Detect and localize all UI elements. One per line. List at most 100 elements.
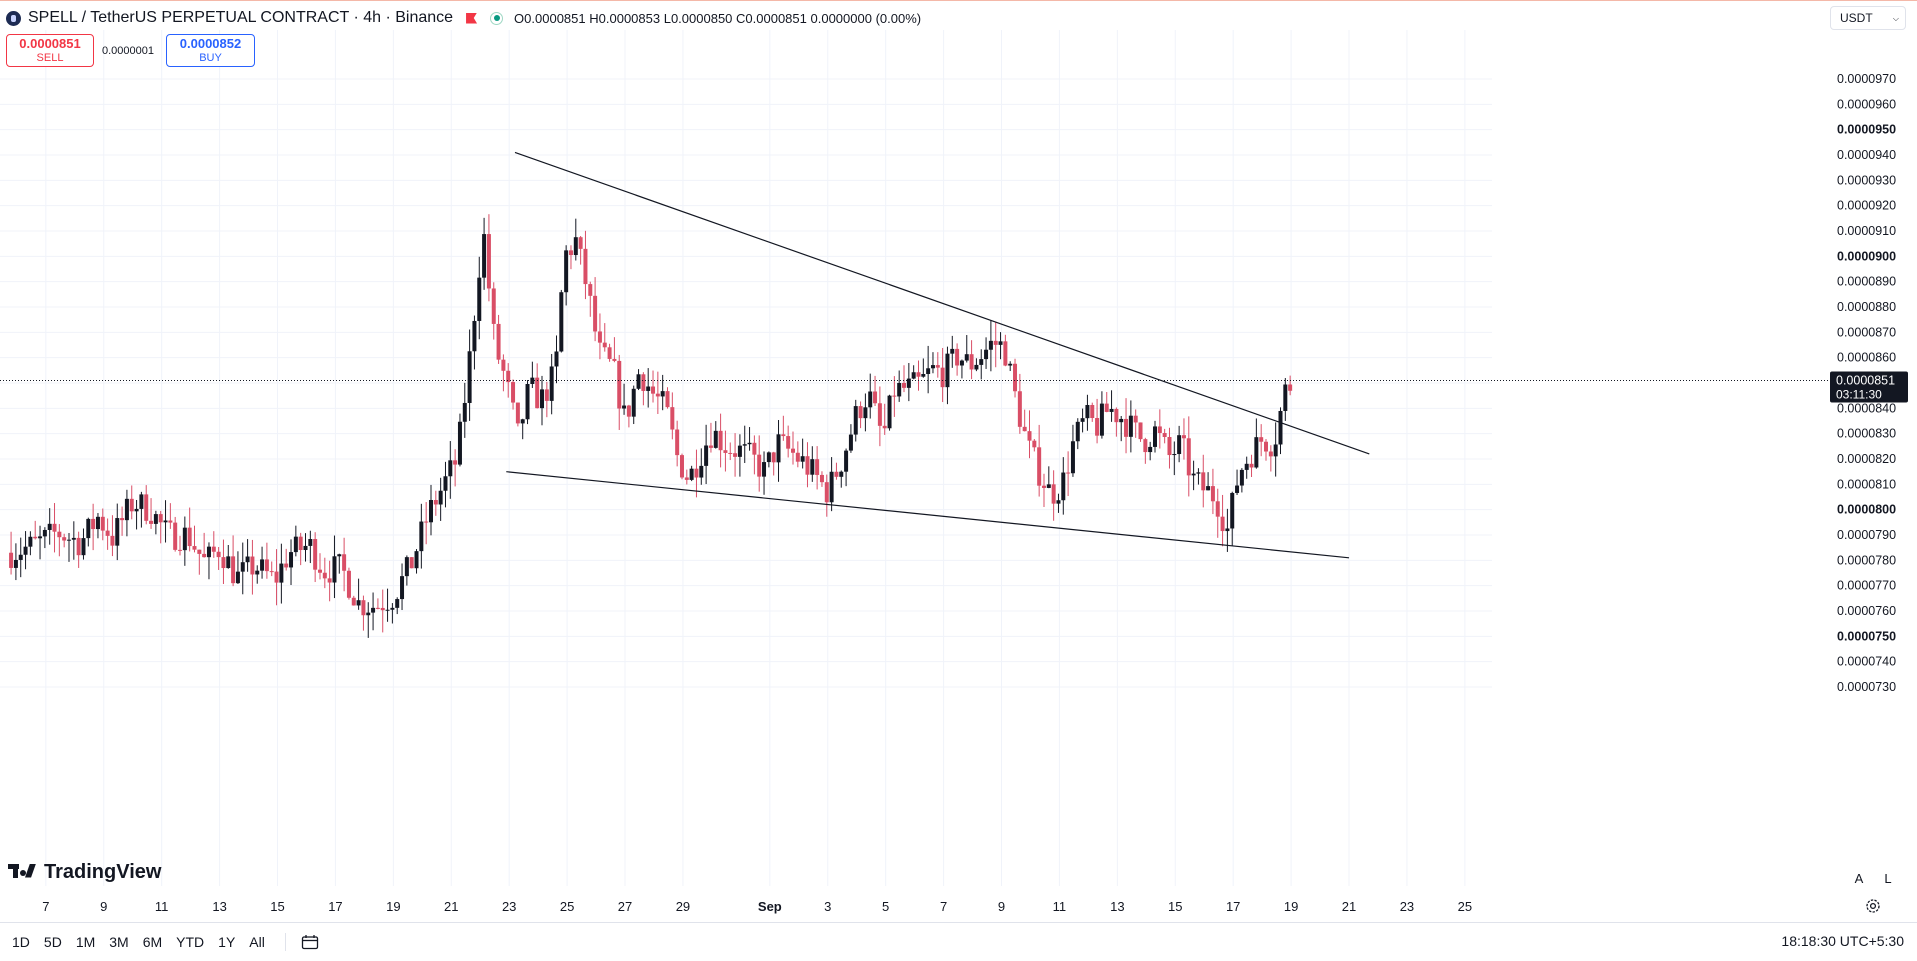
timezone-clock[interactable]: 18:18:30 UTC+5:30	[1781, 933, 1904, 949]
candle-body	[776, 434, 781, 463]
candle-body	[62, 537, 67, 541]
candle-body	[477, 277, 482, 321]
candle-body	[356, 600, 361, 606]
candle-body	[819, 474, 824, 483]
candle-body	[1167, 436, 1172, 456]
candle-body	[462, 402, 467, 422]
last-price-box	[1830, 371, 1908, 403]
price-tick-label: 0.0000730	[1837, 680, 1896, 694]
candle-body	[641, 374, 646, 391]
price-tick-label: 0.0000880	[1837, 300, 1896, 314]
candle-body	[1008, 363, 1013, 366]
chart-grid	[0, 30, 1492, 886]
range-button-ytd[interactable]: YTD	[176, 934, 205, 950]
price-tick-label: 0.0000840	[1837, 401, 1896, 415]
log-scale-button[interactable]: L	[1884, 870, 1892, 886]
candle-body	[728, 452, 733, 454]
settings-gear-icon[interactable]	[1863, 896, 1883, 916]
candle-body	[81, 538, 86, 556]
time-tick-label: 23	[502, 899, 516, 914]
candle-body	[1225, 528, 1230, 532]
flag-icon[interactable]	[466, 12, 478, 24]
candle-body	[984, 349, 989, 360]
price-tick-label: 0.0000960	[1837, 97, 1896, 111]
time-tick-label: 9	[998, 899, 1005, 914]
candle-body	[602, 342, 607, 348]
candle-body	[375, 607, 380, 609]
candle-body	[1027, 431, 1032, 441]
price-tick-label: 0.0000860	[1837, 351, 1896, 365]
sell-button[interactable]: 0.0000851 SELL	[6, 34, 94, 67]
tradingview-logo[interactable]: TradingView	[8, 861, 161, 884]
trendline-lower-support	[506, 471, 1350, 559]
candle-body	[289, 552, 294, 568]
change-value: 0.0000000 (0.00%)	[810, 10, 922, 26]
candle-body	[168, 520, 173, 523]
candle-body	[515, 402, 520, 424]
candle-body	[617, 360, 622, 409]
time-tick-label: 17	[1226, 899, 1240, 914]
candle-body	[197, 549, 202, 554]
candle-body	[1032, 440, 1037, 448]
range-button-3m[interactable]: 3M	[109, 934, 129, 950]
candle-body	[110, 535, 115, 546]
buy-button[interactable]: 0.0000852 BUY	[166, 34, 255, 67]
candle-body	[66, 539, 71, 541]
range-button-all[interactable]: All	[249, 934, 265, 950]
range-button-5d[interactable]: 5D	[43, 934, 62, 950]
price-tick-label: 0.0000870	[1837, 325, 1896, 339]
price-tick-label: 0.0000970	[1837, 72, 1896, 86]
candle-body	[834, 471, 839, 477]
candle-body	[766, 452, 771, 463]
candle-body	[1037, 447, 1042, 486]
top-border	[0, 0, 1917, 1]
candle-body	[1210, 486, 1215, 502]
trendlines	[506, 151, 1370, 559]
candle-body	[385, 609, 390, 611]
candle-body	[1273, 444, 1278, 457]
candle-body	[877, 403, 882, 426]
candle-body	[742, 444, 747, 446]
candle-body	[400, 576, 405, 600]
range-button-1y[interactable]: 1Y	[218, 934, 236, 950]
buy-label: BUY	[199, 51, 222, 64]
candle-body	[1075, 421, 1080, 442]
range-button-1d[interactable]: 1D	[12, 934, 30, 950]
ohlc-values: O0.0000851 H0.0000853 L0.0000850 C0.0000…	[514, 11, 921, 26]
go-to-date-calendar-icon[interactable]	[284, 933, 320, 951]
currency-select[interactable]: USDT ⌵	[1830, 6, 1906, 30]
candle-body	[737, 445, 742, 457]
candle-body	[1099, 403, 1104, 436]
candle-body	[95, 516, 100, 530]
candle-body	[583, 248, 588, 285]
candle-body	[221, 557, 226, 569]
price-chart[interactable]: 0.0000970 0.0000960 0.0000950 0.0000940 0.00…	[0, 0, 1917, 922]
candle-body	[1220, 516, 1225, 532]
candle-body	[544, 389, 549, 401]
sell-label: SELL	[36, 51, 64, 64]
candle-body	[346, 570, 351, 598]
candle-body	[858, 406, 863, 419]
candle-body	[863, 407, 868, 419]
candle-body	[675, 429, 680, 456]
candle-body	[916, 372, 921, 377]
range-button-1m[interactable]: 1M	[75, 934, 96, 950]
time-tick-label: 7	[42, 899, 49, 914]
candle-body	[631, 388, 636, 417]
candle-body	[1080, 418, 1085, 422]
candle-body	[781, 434, 786, 437]
candle-body	[549, 366, 554, 401]
range-button-6m[interactable]: 6M	[142, 934, 163, 950]
candle-body	[255, 570, 260, 575]
symbol-title[interactable]: SPELL / TetherUS PERPETUAL CONTRACT · 4h…	[28, 9, 454, 26]
candle-body	[158, 514, 163, 523]
candle-body	[921, 373, 926, 377]
time-tick-label: 21	[1342, 899, 1356, 914]
candle-body	[38, 536, 43, 539]
candle-body	[23, 546, 28, 555]
price-tick-label: 0.0000780	[1837, 553, 1896, 567]
candle-body	[86, 518, 91, 539]
candle-body	[395, 599, 400, 608]
candle-body	[284, 563, 289, 568]
auto-scale-button[interactable]: A	[1854, 870, 1864, 886]
